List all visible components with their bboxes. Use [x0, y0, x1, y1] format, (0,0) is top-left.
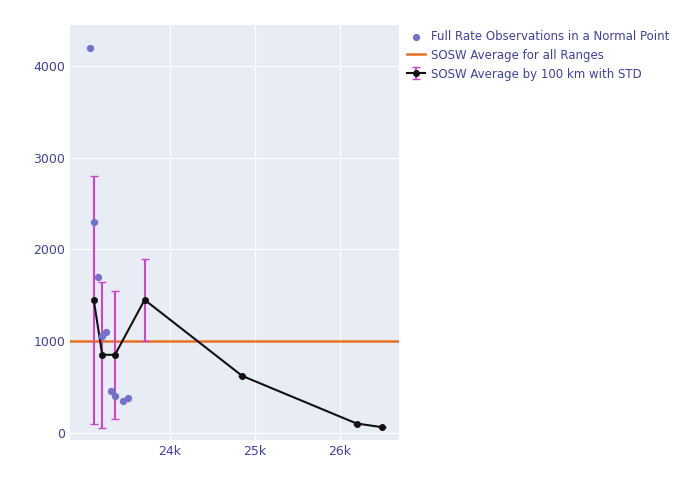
Full Rate Observations in a Normal Point [84, 44, 95, 52]
Full Rate Observations in a Normal Point [101, 328, 112, 336]
Legend: Full Rate Observations in a Normal Point, SOSW Average for all Ranges, SOSW Aver: Full Rate Observations in a Normal Point… [402, 25, 673, 85]
Full Rate Observations in a Normal Point [88, 218, 99, 226]
Full Rate Observations in a Normal Point [109, 392, 120, 400]
Full Rate Observations in a Normal Point [105, 388, 116, 396]
Full Rate Observations in a Normal Point [122, 394, 133, 402]
Full Rate Observations in a Normal Point [97, 332, 108, 340]
Full Rate Observations in a Normal Point [118, 396, 129, 404]
Full Rate Observations in a Normal Point [92, 273, 104, 281]
